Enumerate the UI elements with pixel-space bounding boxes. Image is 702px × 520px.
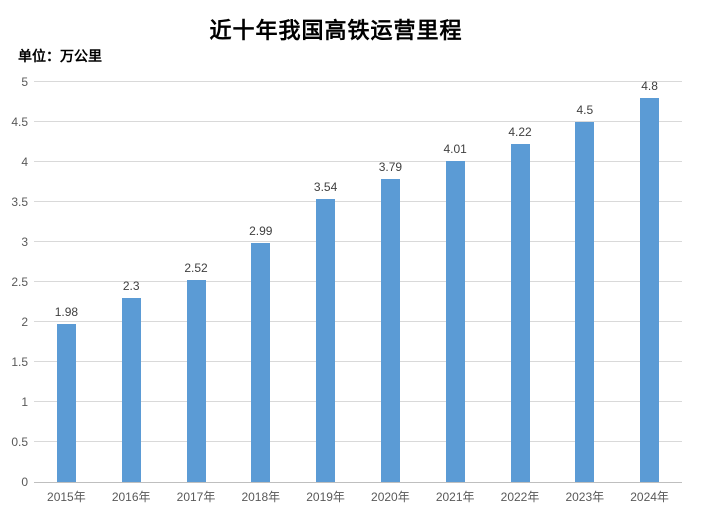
y-axis-tick-label: 3 (21, 235, 28, 249)
bar-value-label: 3.54 (313, 180, 338, 194)
y-axis-tick-label: 1.5 (11, 355, 28, 369)
gridline (34, 401, 682, 402)
bar-2020年 (380, 179, 400, 482)
x-axis-tick-label: 2016年 (111, 490, 151, 504)
y-axis-tick-label: 4 (21, 155, 28, 169)
bar-2024年 (640, 98, 660, 482)
x-axis-line (34, 482, 682, 483)
gridline (34, 81, 682, 82)
bar-2022年 (510, 144, 530, 482)
bar-2021年 (445, 161, 465, 482)
x-axis-tick-label: 2021年 (435, 490, 475, 504)
y-axis-tick-label: 0 (21, 475, 28, 489)
gridline (34, 281, 682, 282)
x-axis-tick-label: 2024年 (630, 490, 669, 504)
gridline (34, 321, 682, 322)
gridline (34, 161, 682, 162)
bar-2017年 (186, 280, 206, 482)
y-axis-tick-label: 2 (21, 315, 28, 329)
bar-value-label: 3.79 (378, 160, 403, 174)
bar-value-label: 2.99 (249, 224, 273, 238)
gridline (34, 201, 682, 202)
y-axis-tick-label: 1 (21, 395, 28, 409)
bar-2018年 (251, 243, 271, 482)
unit-label: 单位：万公里 (18, 49, 102, 65)
plot-area (34, 81, 682, 483)
y-axis-tick-label: 3.5 (11, 195, 28, 209)
gridline (34, 361, 682, 362)
bar-value-label: 2.3 (122, 279, 140, 293)
gridline (34, 121, 682, 122)
x-axis-tick-label: 2023年 (565, 490, 605, 504)
bar-value-label: 4.8 (641, 79, 658, 93)
y-axis-tick-label: 0.5 (11, 435, 28, 449)
bar-2016年 (121, 298, 141, 482)
gridline (34, 241, 682, 242)
bar-value-label: 4.5 (576, 103, 594, 117)
x-axis-tick-label: 2015年 (47, 490, 86, 504)
gridline (34, 441, 682, 442)
bar-value-label: 4.22 (508, 125, 532, 139)
x-axis-tick-label: 2020年 (371, 490, 410, 504)
x-axis-tick-label: 2019年 (306, 490, 345, 504)
chart-title: 近十年我国高铁运营里程 (209, 18, 463, 44)
x-axis-tick-label: 2018年 (241, 490, 281, 504)
bar-2019年 (316, 199, 336, 482)
bar-value-label: 4.01 (443, 142, 467, 156)
y-axis-tick-label: 5 (21, 75, 28, 89)
x-axis-tick-label: 2022年 (500, 490, 540, 504)
y-axis-tick-label: 2.5 (11, 275, 28, 289)
bar-value-label: 2.52 (184, 261, 208, 275)
bar-2015年 (56, 324, 76, 482)
bar-value-label: 1.98 (54, 305, 79, 319)
bar-2023年 (575, 122, 595, 482)
x-axis-tick-label: 2017年 (176, 490, 216, 504)
y-axis-tick-label: 4.5 (11, 115, 28, 129)
